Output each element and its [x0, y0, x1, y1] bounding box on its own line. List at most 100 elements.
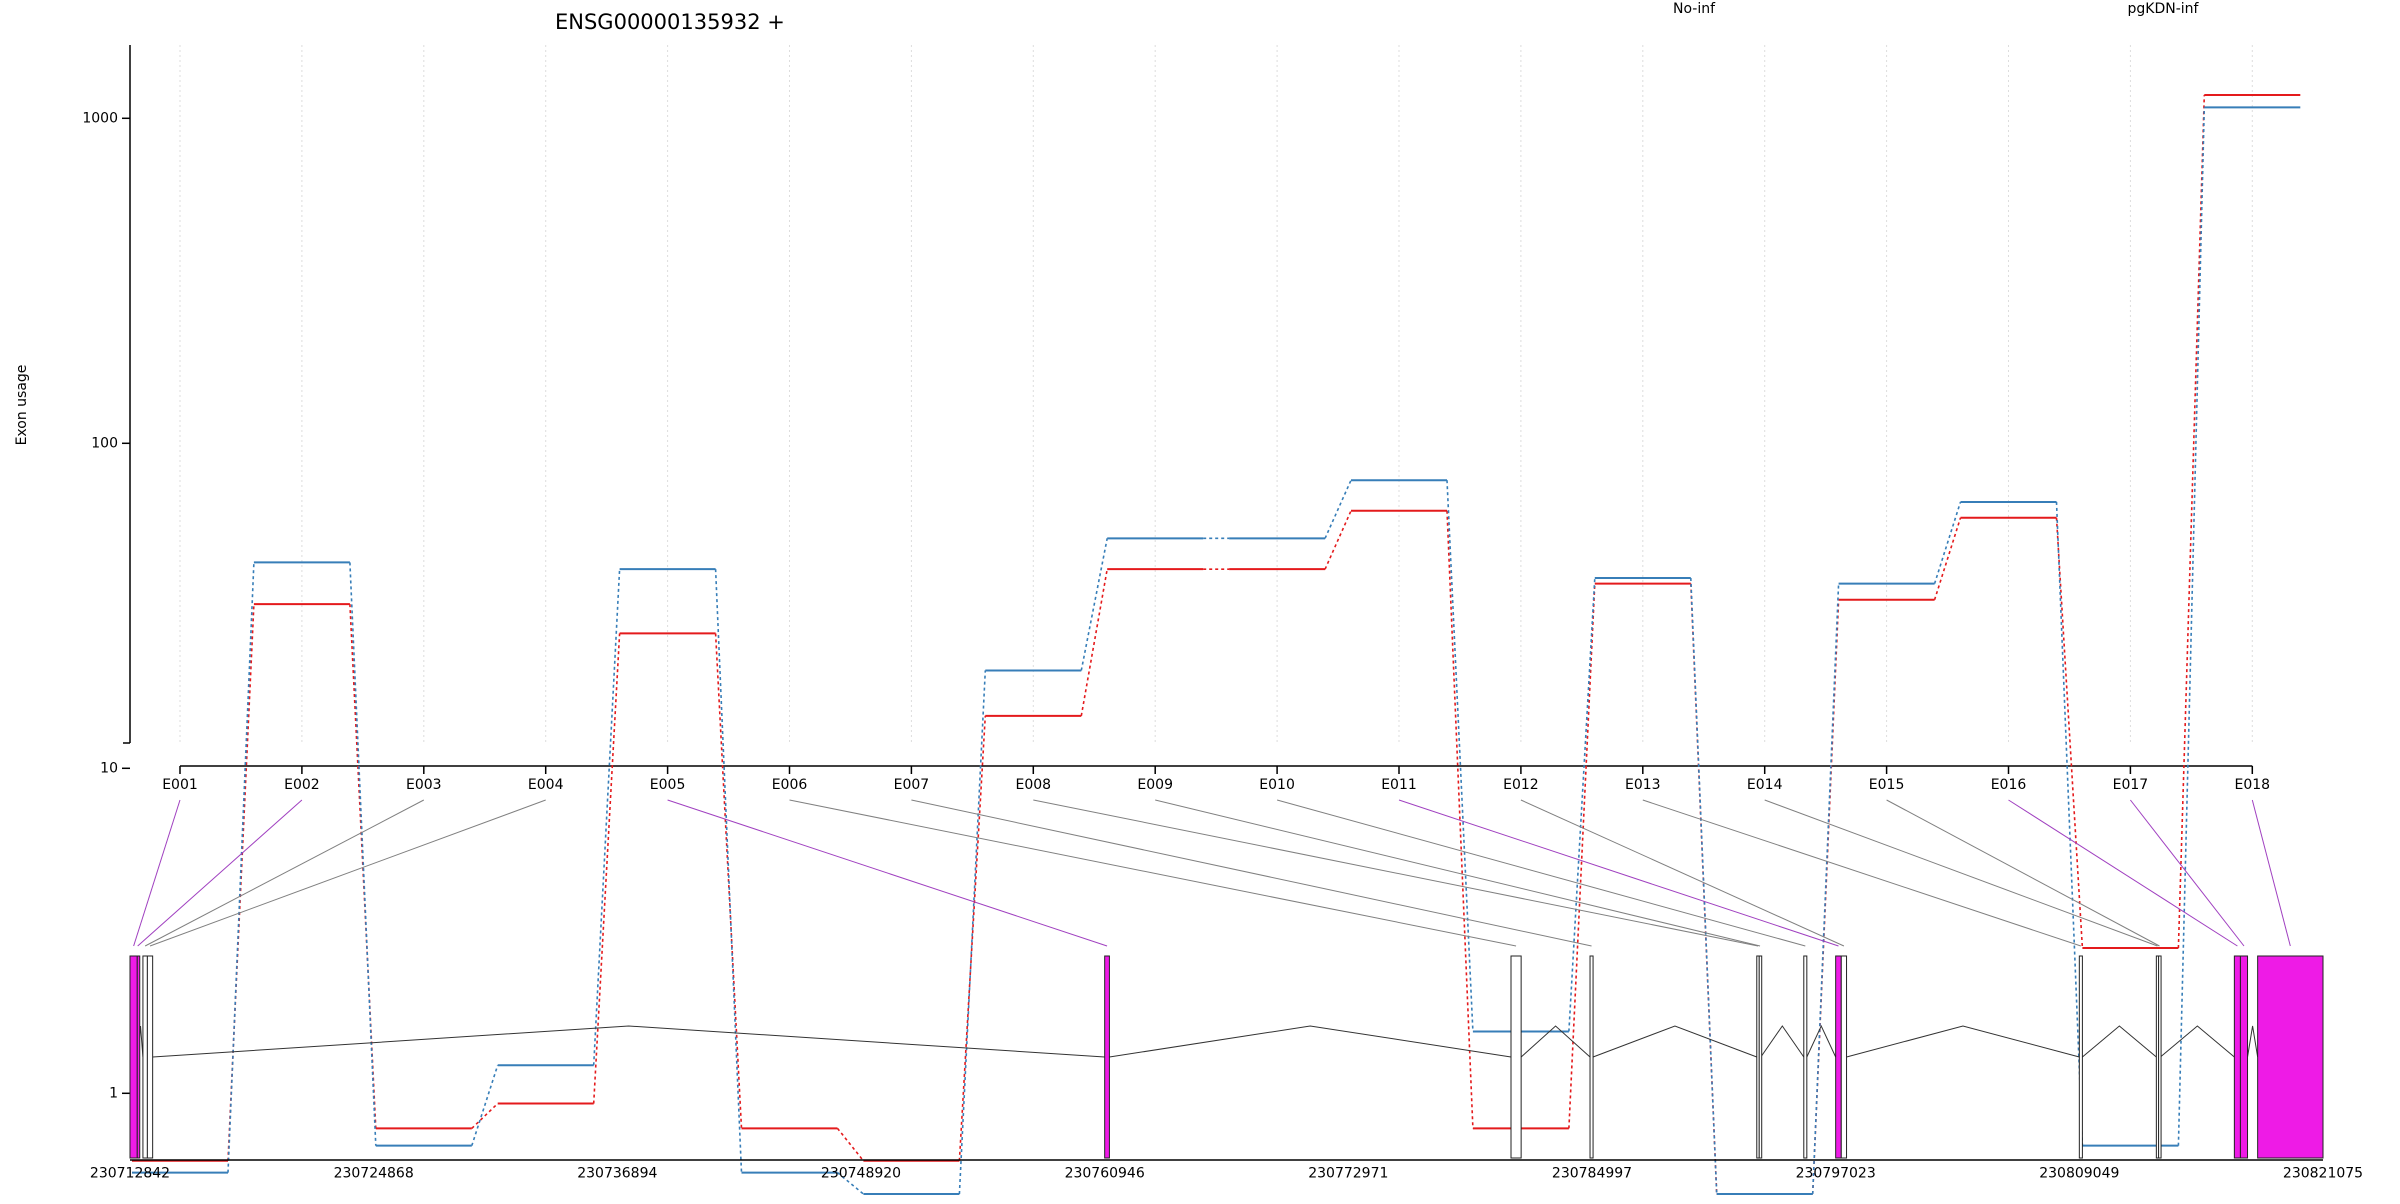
exon-link-e005: [667, 799, 1108, 947]
series-pgkdn-inf-connector-4: [592, 569, 621, 1066]
y-axis-label: Exon usage: [14, 365, 30, 446]
y-tick-label-10: 10: [100, 760, 118, 776]
x-tick-label-e016: E016: [1991, 777, 2027, 793]
exon-link-e015: [1886, 799, 2160, 947]
exon-link-e018: [2251, 799, 2291, 947]
intron-e015-e016: [2160, 1025, 2235, 1058]
legend-entry-pgkdn-inf: pgKDN-inf: [2128, 1, 2200, 17]
exon-link-e012: [1520, 799, 1845, 947]
exon-box-e004: [146, 955, 154, 1159]
series-pgkdn-inf-connector-1: [227, 562, 255, 1173]
series-pgkdn-inf-connector-15: [1933, 501, 1962, 584]
series-no-inf-connector-11: [1446, 510, 1474, 1129]
gene-coordinate-label-8: 230809049: [2039, 1166, 2119, 1182]
intron-e005-e006: [1109, 1025, 1512, 1058]
exon-link-e001: [133, 799, 181, 947]
exon-box-e006: [1510, 955, 1522, 1159]
intron-e004-e005: [152, 1025, 1105, 1058]
x-tick-label-e012: E012: [1503, 777, 1539, 793]
y-tick-label-100: 100: [91, 435, 118, 451]
series-pgkdn-inf-connector-11: [1446, 480, 1474, 1032]
exon-box-e012: [1840, 955, 1848, 1159]
x-tick-label-e008: E008: [1016, 777, 1052, 793]
x-tick-label-e015: E015: [1869, 777, 1905, 793]
y-tick-label-1: 1: [109, 1085, 118, 1101]
series-pgkdn-inf-connector-3: [471, 1064, 499, 1146]
x-tick-label-e010: E010: [1259, 777, 1295, 793]
exon-link-e010: [1276, 799, 1806, 947]
exon-link-e009: [1155, 799, 1761, 947]
x-tick-label-e003: E003: [406, 777, 442, 793]
gene-coordinate-label-1: 230724868: [334, 1166, 414, 1182]
gene-coordinate-label-9: 230821075: [2283, 1166, 2363, 1182]
x-tick-label-e017: E017: [2113, 777, 2149, 793]
exon-box-e015: [2158, 955, 2162, 1159]
series-no-inf-connector-10: [1324, 510, 1352, 570]
gene-coordinate-label-7: 230797023: [1796, 1166, 1876, 1182]
exon-box-e018: [2257, 955, 2324, 1159]
exon-box-e002: [136, 955, 141, 1159]
series-no-inf-connector-7: [958, 715, 987, 1161]
grid-layer: [179, 45, 2253, 743]
series-pgkdn-inf-connector-2: [349, 562, 377, 1146]
series-no-inf-connector-6: [836, 1127, 865, 1162]
intron-e006-e007: [1520, 1025, 1591, 1058]
exon-box-e016: [2233, 955, 2241, 1159]
x-tick-label-e006: E006: [772, 777, 808, 793]
series-pgkdn-inf-connector-10: [1324, 479, 1352, 539]
series-pgkdn-inf-connector-17: [2177, 107, 2206, 1146]
exon-link-e003: [144, 799, 425, 947]
exon-box-e003: [142, 955, 148, 1159]
exon-link-e013: [1642, 799, 2082, 947]
gene-coordinate-label-0: 230712842: [90, 1166, 170, 1182]
gene-model-layer: 230712842 230724868 230736894 230748920 2307…: [90, 955, 2363, 1182]
intron-e017-e018: [2247, 1025, 2259, 1058]
exon-box-e007: [1589, 955, 1594, 1159]
gene-coordinate-label-4: 230760946: [1065, 1166, 1145, 1182]
exon-link-e014: [1764, 799, 2158, 947]
intron-e012-e013: [1846, 1025, 2080, 1058]
intron-e009-e010: [1760, 1025, 1805, 1058]
series-no-inf-connector-17: [2177, 94, 2206, 948]
series-pgkdn-inf-connector-16: [2055, 501, 2084, 1146]
series-no-inf-connector-4: [592, 633, 621, 1104]
series-pgkdn-inf-connector-8: [1080, 538, 1108, 671]
intron-e010-e011: [1806, 1024, 1837, 1058]
series-pgkdn-inf-connector-12: [1568, 577, 1596, 1032]
gene-coordinate-label-2: 230736894: [577, 1166, 657, 1182]
x-tick-label-e004: E004: [528, 777, 564, 793]
gene-coordinate-label-6: 230784997: [1552, 1166, 1632, 1182]
x-tick-label-e011: E011: [1381, 777, 1417, 793]
exon-link-e007: [911, 799, 1592, 947]
exon-box-e011: [1835, 955, 1842, 1159]
exon-link-e017: [2130, 799, 2245, 947]
x-tick-label-e009: E009: [1137, 777, 1173, 793]
exon-box-e001: [129, 955, 138, 1159]
exon-box-e005: [1104, 955, 1110, 1159]
axes-layer: 1 10 100 1000 E001 E002 E003 E004 E005 E006 E007 E0…: [82, 45, 2270, 1101]
exon-link-e006: [789, 799, 1517, 947]
series-pgkdn-inf-connector-14: [1811, 583, 1840, 1195]
x-tick-label-e001: E001: [162, 777, 198, 793]
exon-link-e011: [1398, 799, 1839, 947]
x-tick-label-e007: E007: [894, 777, 930, 793]
series-no-inf-connector-15: [1933, 517, 1962, 601]
series-no-inf-connector-12: [1568, 583, 1596, 1129]
x-tick-label-e014: E014: [1747, 777, 1783, 793]
gene-coordinate-label-5: 230772971: [1308, 1166, 1388, 1182]
series-no-inf-connector-8: [1080, 569, 1108, 716]
gene-coordinate-label-3: 230748920: [821, 1166, 901, 1182]
chart-title: ENSG00000135932 +: [555, 10, 785, 34]
x-tick-label-e005: E005: [650, 777, 686, 793]
exon-link-e004: [149, 799, 546, 947]
series-no-inf-connector-3: [471, 1102, 499, 1129]
exon-box-e017: [2239, 955, 2249, 1159]
exon-box-e009: [1758, 955, 1763, 1159]
series-pgkdn-inf-connector-5: [714, 569, 743, 1173]
y-tick-label-1000: 1000: [82, 110, 118, 126]
series-pgkdn-inf-connector-13: [1690, 577, 1718, 1195]
x-tick-label-e002: E002: [284, 777, 320, 793]
x-tick-label-e013: E013: [1625, 777, 1661, 793]
